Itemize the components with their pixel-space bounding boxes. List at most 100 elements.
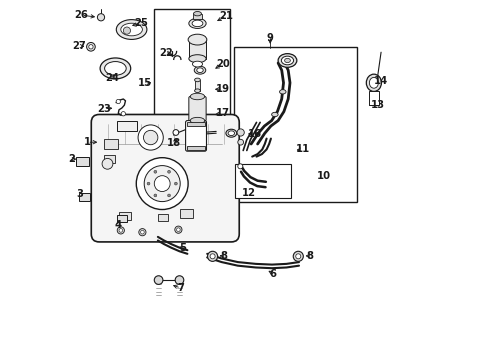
- Ellipse shape: [121, 23, 143, 36]
- Ellipse shape: [197, 68, 203, 72]
- Circle shape: [238, 139, 244, 145]
- Circle shape: [147, 182, 150, 185]
- Ellipse shape: [367, 74, 381, 91]
- Circle shape: [168, 194, 171, 197]
- Text: 5: 5: [179, 243, 187, 253]
- Circle shape: [98, 14, 104, 21]
- Text: 11: 11: [295, 144, 310, 154]
- Bar: [193, 14, 202, 19]
- Circle shape: [136, 158, 188, 210]
- Circle shape: [238, 164, 243, 169]
- Ellipse shape: [188, 34, 207, 45]
- Text: 7: 7: [177, 283, 184, 293]
- Bar: [187, 146, 205, 150]
- Ellipse shape: [194, 66, 206, 74]
- Text: 3: 3: [76, 189, 83, 199]
- Text: 14: 14: [374, 76, 388, 86]
- Bar: [235, 164, 291, 198]
- Bar: [117, 121, 137, 131]
- Text: 27: 27: [73, 41, 86, 51]
- Circle shape: [117, 227, 124, 234]
- Bar: [158, 214, 168, 221]
- Circle shape: [237, 129, 245, 136]
- Circle shape: [116, 99, 121, 104]
- Text: 26: 26: [74, 10, 88, 20]
- Circle shape: [144, 166, 180, 202]
- Circle shape: [102, 158, 113, 169]
- Text: 13: 13: [370, 100, 385, 110]
- Ellipse shape: [271, 112, 278, 117]
- Polygon shape: [251, 63, 290, 144]
- Bar: [119, 212, 130, 220]
- Text: 2: 2: [68, 154, 75, 164]
- Circle shape: [139, 229, 146, 236]
- Text: 23: 23: [97, 104, 111, 114]
- Ellipse shape: [104, 62, 126, 75]
- Ellipse shape: [195, 78, 200, 82]
- Text: 22: 22: [160, 48, 173, 58]
- Circle shape: [141, 230, 144, 234]
- Bar: [195, 80, 200, 91]
- Ellipse shape: [278, 54, 297, 67]
- Text: 19: 19: [216, 84, 230, 94]
- Circle shape: [296, 254, 301, 259]
- Bar: [117, 215, 127, 222]
- Ellipse shape: [116, 19, 147, 39]
- Bar: [104, 155, 115, 163]
- Text: 21: 21: [220, 11, 233, 21]
- Text: 15: 15: [138, 78, 152, 88]
- Text: 9: 9: [267, 33, 273, 43]
- Bar: [234, 47, 357, 202]
- Text: 20: 20: [216, 59, 229, 69]
- Text: 24: 24: [105, 73, 120, 84]
- FancyBboxPatch shape: [91, 114, 239, 242]
- Text: 12: 12: [242, 188, 256, 198]
- Circle shape: [89, 45, 93, 49]
- Ellipse shape: [189, 55, 206, 63]
- FancyBboxPatch shape: [186, 121, 206, 151]
- Text: 1: 1: [84, 137, 91, 147]
- Circle shape: [154, 276, 163, 284]
- Circle shape: [168, 170, 171, 173]
- Ellipse shape: [190, 93, 205, 100]
- Circle shape: [87, 42, 95, 51]
- Bar: [104, 139, 118, 149]
- Bar: [187, 122, 205, 126]
- Ellipse shape: [285, 58, 291, 63]
- Text: 6: 6: [270, 269, 276, 279]
- FancyBboxPatch shape: [189, 96, 206, 121]
- Ellipse shape: [100, 58, 131, 79]
- Text: 18: 18: [167, 138, 181, 148]
- Text: 4: 4: [115, 220, 122, 230]
- Circle shape: [144, 130, 158, 145]
- Ellipse shape: [280, 90, 286, 94]
- Circle shape: [293, 251, 303, 261]
- Ellipse shape: [226, 129, 237, 137]
- Bar: [369, 91, 379, 105]
- Circle shape: [138, 125, 163, 150]
- Circle shape: [176, 228, 180, 231]
- Circle shape: [208, 251, 218, 261]
- Bar: [180, 209, 193, 218]
- Text: 8: 8: [306, 251, 313, 261]
- Bar: [154, 9, 230, 158]
- Circle shape: [175, 276, 184, 284]
- Ellipse shape: [193, 61, 202, 67]
- Ellipse shape: [369, 77, 378, 88]
- Bar: [79, 193, 90, 201]
- Circle shape: [123, 27, 130, 34]
- Ellipse shape: [190, 117, 205, 124]
- Ellipse shape: [228, 131, 235, 135]
- Circle shape: [210, 254, 215, 259]
- Text: 10: 10: [317, 171, 330, 181]
- Circle shape: [173, 130, 179, 135]
- Circle shape: [154, 176, 170, 192]
- Ellipse shape: [281, 56, 294, 65]
- Circle shape: [119, 229, 122, 232]
- Ellipse shape: [194, 12, 201, 16]
- Bar: [189, 39, 206, 59]
- Circle shape: [121, 112, 125, 116]
- Circle shape: [154, 170, 157, 173]
- Circle shape: [154, 194, 157, 197]
- Circle shape: [175, 226, 182, 233]
